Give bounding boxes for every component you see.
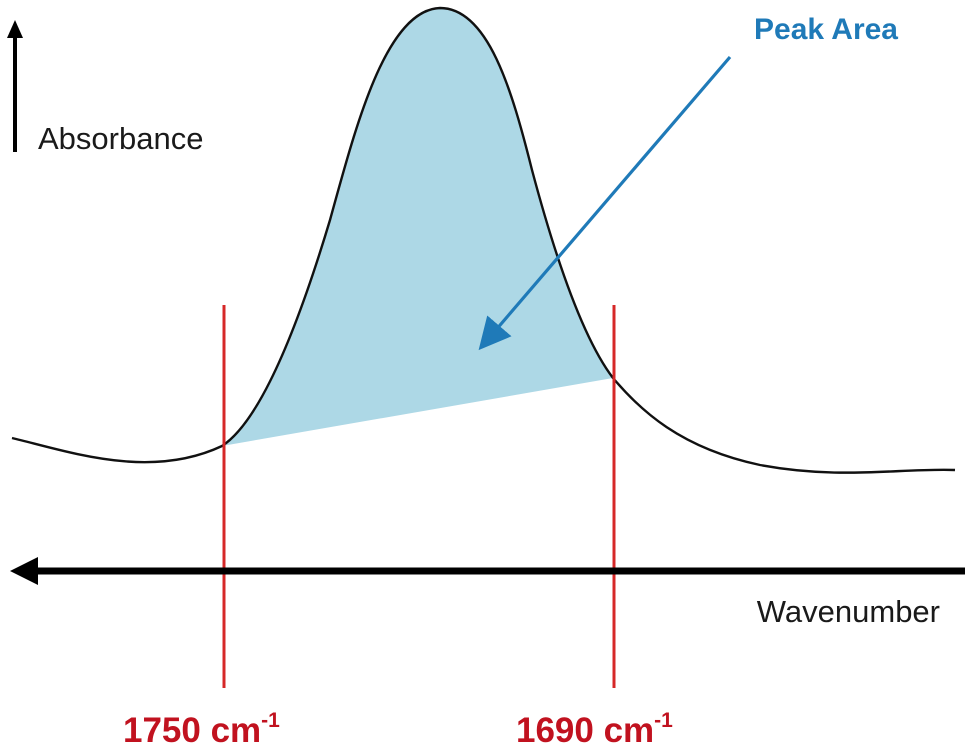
peak-area-fill bbox=[222, 8, 613, 446]
left-bound-exponent: -1 bbox=[261, 709, 280, 732]
left-bound-value: 1750 cm bbox=[123, 711, 261, 750]
spectrum-curve bbox=[11, 6, 956, 474]
peak-area-pointer-arrow bbox=[478, 55, 732, 351]
right-bound-label: 1690 cm-1 bbox=[516, 709, 673, 750]
right-bound-exponent: -1 bbox=[654, 709, 673, 732]
x-axis-label: Wavenumber bbox=[757, 594, 940, 629]
right-bound-value: 1690 cm bbox=[516, 711, 654, 750]
left-bound-label: 1750 cm-1 bbox=[123, 709, 280, 750]
y-axis-arrow bbox=[7, 20, 23, 152]
x-axis-arrow bbox=[10, 557, 965, 585]
peak-area-label: Peak Area bbox=[754, 13, 898, 46]
y-axis-label: Absorbance bbox=[38, 121, 203, 156]
